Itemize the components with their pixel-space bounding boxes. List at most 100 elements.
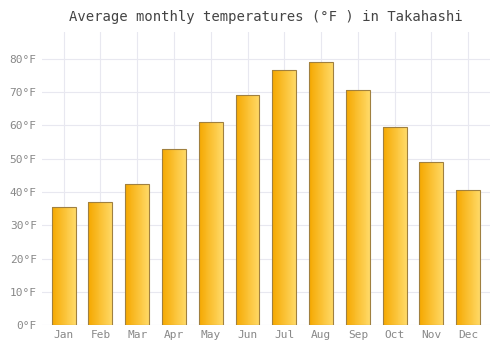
Bar xyxy=(317,62,318,326)
Bar xyxy=(311,62,312,326)
Bar xyxy=(142,184,143,326)
Bar xyxy=(240,95,241,326)
Bar xyxy=(220,122,221,326)
Bar xyxy=(284,70,285,326)
Bar xyxy=(389,127,390,326)
Bar xyxy=(466,190,467,326)
Bar xyxy=(251,95,252,326)
Bar xyxy=(253,95,254,326)
Bar xyxy=(458,190,459,326)
Bar xyxy=(272,70,273,326)
Bar xyxy=(325,62,326,326)
Bar xyxy=(432,162,433,326)
Bar xyxy=(465,190,466,326)
Bar xyxy=(212,122,213,326)
Bar xyxy=(321,62,322,326)
Bar xyxy=(137,184,138,326)
Bar xyxy=(291,70,292,326)
Bar xyxy=(236,95,237,326)
Bar xyxy=(163,149,164,326)
Bar xyxy=(471,190,472,326)
Bar xyxy=(218,122,219,326)
Bar xyxy=(180,149,181,326)
Bar xyxy=(288,70,289,326)
Bar xyxy=(329,62,330,326)
Bar xyxy=(109,202,110,326)
Bar xyxy=(315,62,316,326)
Bar xyxy=(184,149,185,326)
Bar xyxy=(475,190,476,326)
Bar xyxy=(143,184,144,326)
Bar xyxy=(146,184,147,326)
Bar xyxy=(66,207,67,326)
Bar xyxy=(166,149,167,326)
Bar xyxy=(328,62,330,326)
Bar xyxy=(74,207,75,326)
Bar xyxy=(165,149,166,326)
Bar xyxy=(53,207,54,326)
Bar xyxy=(126,184,127,326)
Bar xyxy=(200,122,201,326)
Bar xyxy=(425,162,426,326)
Bar xyxy=(211,122,212,326)
Bar xyxy=(314,62,315,326)
Bar xyxy=(178,149,179,326)
Bar xyxy=(397,127,398,326)
Bar xyxy=(98,202,99,326)
Bar xyxy=(423,162,424,326)
Bar xyxy=(462,190,463,326)
Bar xyxy=(72,207,73,326)
Bar xyxy=(352,90,353,326)
Bar xyxy=(52,207,53,326)
Bar xyxy=(421,162,422,326)
Bar xyxy=(331,62,332,326)
Bar xyxy=(346,90,347,326)
Bar xyxy=(323,62,324,326)
Bar xyxy=(170,149,171,326)
Bar xyxy=(209,122,210,326)
Bar xyxy=(136,184,137,326)
Bar xyxy=(105,202,106,326)
Bar xyxy=(141,184,142,326)
Bar xyxy=(404,127,405,326)
Bar xyxy=(65,207,66,326)
Bar xyxy=(388,127,389,326)
Bar xyxy=(168,149,169,326)
Bar xyxy=(310,62,311,326)
Bar xyxy=(67,207,68,326)
Bar xyxy=(200,122,201,326)
Bar xyxy=(309,62,310,326)
Bar xyxy=(54,207,55,326)
Bar xyxy=(106,202,107,326)
Bar xyxy=(243,95,244,326)
Bar xyxy=(111,202,112,326)
Bar xyxy=(457,190,458,326)
Bar xyxy=(95,202,96,326)
Bar xyxy=(247,95,248,326)
Bar xyxy=(431,162,432,326)
Bar xyxy=(387,127,388,326)
Bar xyxy=(476,190,477,326)
Bar xyxy=(75,207,76,326)
Bar xyxy=(238,95,239,326)
Bar xyxy=(213,122,214,326)
Bar xyxy=(330,62,331,326)
Bar xyxy=(70,207,71,326)
Bar xyxy=(252,95,253,326)
Bar xyxy=(147,184,148,326)
Bar xyxy=(346,90,370,326)
Bar xyxy=(312,62,313,326)
Bar xyxy=(102,202,103,326)
Bar xyxy=(479,190,480,326)
Bar xyxy=(348,90,349,326)
Bar xyxy=(63,207,64,326)
Bar xyxy=(390,127,391,326)
Bar xyxy=(90,202,91,326)
Bar xyxy=(162,149,163,326)
Bar xyxy=(91,202,92,326)
Bar xyxy=(275,70,276,326)
Bar xyxy=(324,62,325,326)
Bar xyxy=(56,207,57,326)
Bar xyxy=(243,95,244,326)
Bar xyxy=(52,207,76,326)
